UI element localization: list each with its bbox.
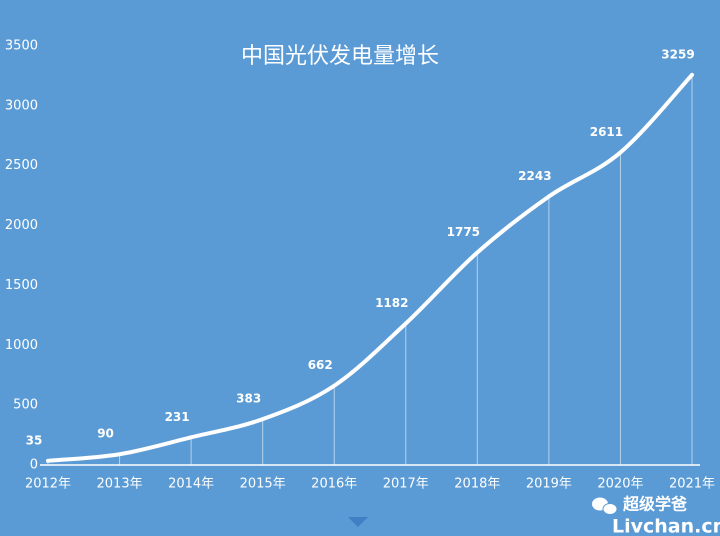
y-tick-label: 3500 [5,39,38,54]
x-tick-label: 2014年 [168,477,214,492]
watermark-icon [592,497,618,515]
data-label: 662 [308,358,333,372]
x-tick-label: 2020年 [597,477,643,492]
y-tick-label: 2000 [5,218,38,233]
watermark-url: Livchan.cn [612,516,720,536]
x-tick-label: 2021年 [669,477,715,492]
y-tick-label: 1000 [5,338,38,353]
data-label: 2611 [590,125,623,139]
x-tick-label: 2018年 [454,477,500,492]
y-tick-label: 0 [30,458,38,473]
data-label: 231 [165,410,190,424]
chart-title: 中国光伏发电量增长 [241,44,439,69]
y-tick-label: 2500 [5,158,38,173]
x-tick-label: 2019年 [526,477,572,492]
data-label: 3259 [661,47,694,61]
x-tick-label: 2012年 [25,477,71,492]
data-label: 90 [97,427,114,441]
data-label: 1775 [447,225,480,239]
y-tick-label: 1500 [5,278,38,293]
data-label: 2243 [518,169,551,183]
data-label: 35 [26,433,43,447]
data-label: 1182 [375,296,408,310]
x-tick-label: 2013年 [97,477,143,492]
y-tick-label: 3000 [5,98,38,113]
x-tick-label: 2017年 [383,477,429,492]
x-tick-label: 2016年 [311,477,357,492]
y-tick-label: 500 [13,398,38,413]
x-tick-label: 2015年 [240,477,286,492]
watermark-text: 超级学爸 [622,495,687,514]
data-label: 383 [236,392,261,406]
scroll-indicator [348,517,368,527]
data-line [46,72,694,463]
